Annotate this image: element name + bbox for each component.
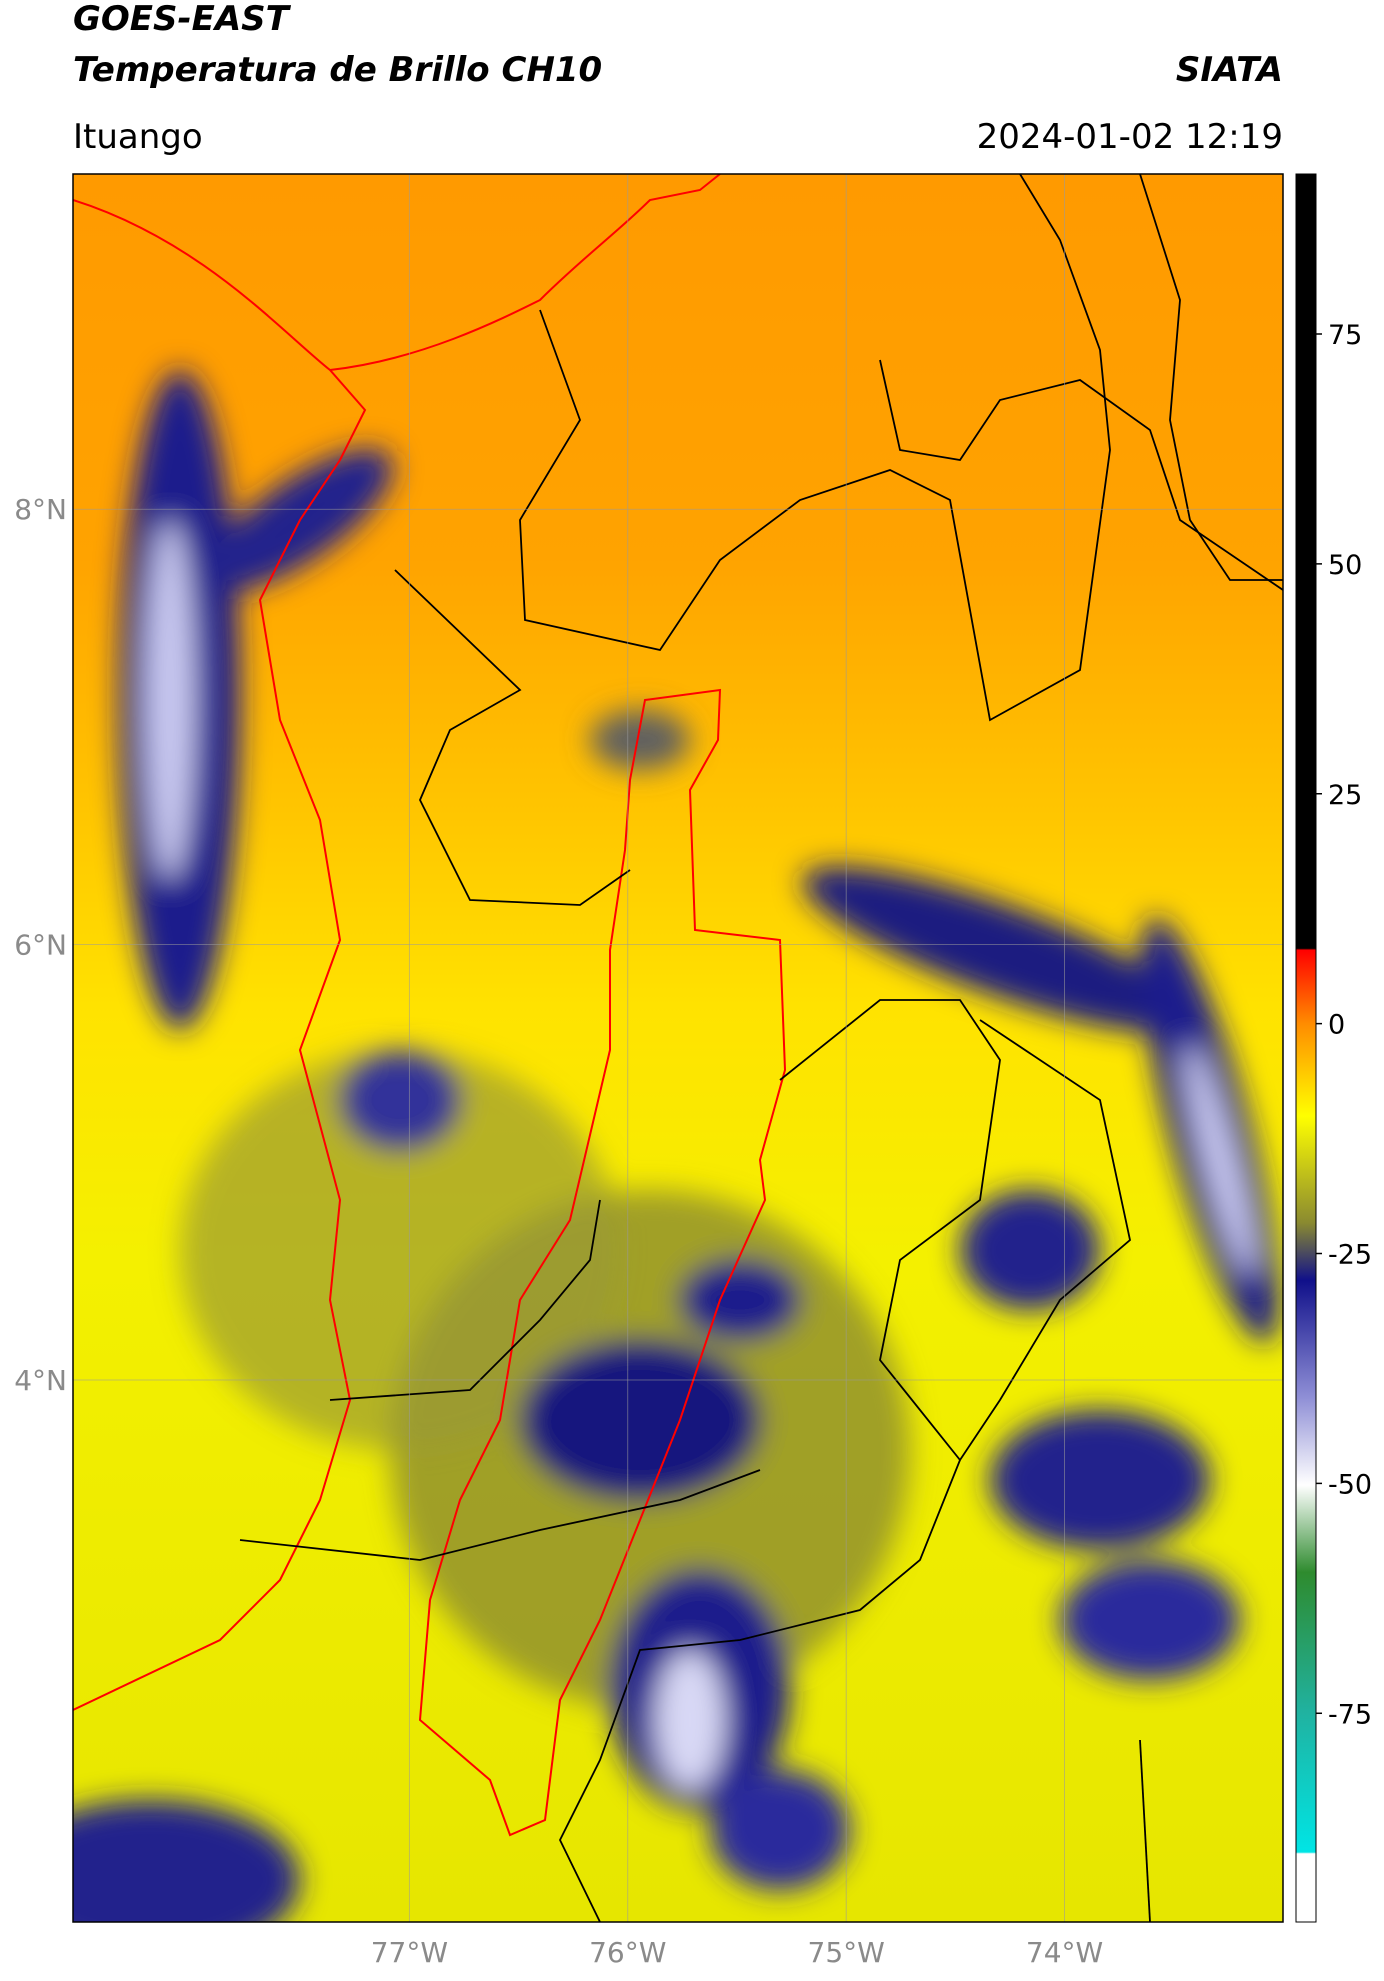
colorbar [1295,173,1317,1923]
source: SIATA [1176,50,1283,90]
colorbar-tick-label: -50 [1328,1469,1372,1500]
colorbar-tick-label: 25 [1328,780,1362,811]
lon-tick-label: 75°W [808,1936,885,1969]
coastline [329,174,721,371]
lat-tick-label: 4°N [14,1364,67,1397]
colorbar-tick-label: 50 [1328,550,1362,581]
colorbar-tick-label: -25 [1328,1240,1372,1271]
colorbar-ticks: 75 50 25 0 -25 -50 -75 [1316,320,1372,1730]
lon-tick-label: 74°W [1026,1936,1103,1969]
colorbar-tick-label: 75 [1328,320,1362,351]
colorbar-tick-label: 0 [1328,1010,1345,1041]
colorbar-tick-label: -75 [1328,1699,1372,1730]
datetime: 2024-01-02 12:19 [977,117,1283,157]
coastline [73,199,367,1711]
lon-tick-label: 76°W [589,1936,666,1969]
map-image [73,174,1283,1922]
graticule [73,174,1283,1922]
lat-tick-label: 6°N [14,929,67,962]
lat-tick-label: 8°N [14,493,67,526]
subtitle: Temperatura de Brillo CH10 [73,50,602,90]
map-frame [72,173,1284,1923]
boundaries [239,174,1283,1922]
map-ticks: 8°N 6°N 4°N 77°W 76°W 75°W 74°W [14,493,1103,1969]
basin-outline [418,688,787,1837]
region: Ituango [73,117,203,157]
title: GOES-EAST [73,0,292,39]
lon-tick-label: 77°W [371,1936,448,1969]
cloud-field [73,370,1279,1922]
